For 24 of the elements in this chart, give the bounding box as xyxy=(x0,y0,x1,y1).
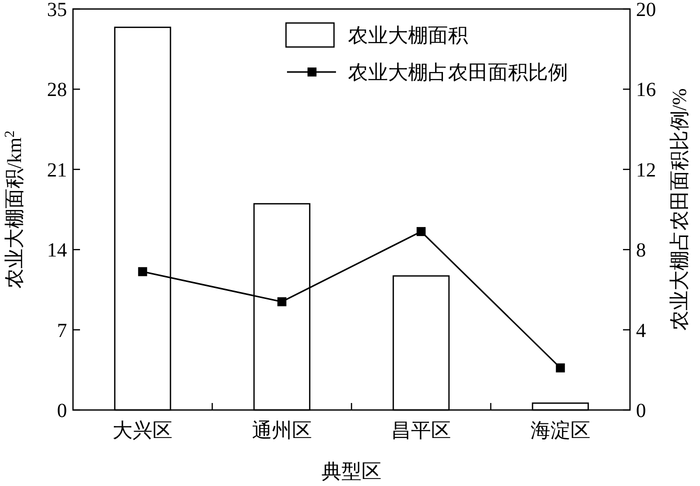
y2-axis-title: 农业大棚占农田面积比例/% xyxy=(669,88,691,331)
x-tick-label: 海淀区 xyxy=(530,420,590,442)
x-tick-label: 昌平区 xyxy=(391,420,452,442)
y2-tick-label: 20 xyxy=(636,0,656,21)
y2-tick-label: 0 xyxy=(636,400,646,422)
y2-tick-label: 8 xyxy=(636,240,646,262)
point xyxy=(138,267,148,276)
point xyxy=(277,297,286,306)
y2-tick-label: 4 xyxy=(636,320,646,342)
y-tick-label: 0 xyxy=(57,400,67,422)
legend-label: 农业大棚占农田面积比例 xyxy=(348,62,568,84)
y-tick-label: 14 xyxy=(47,240,67,262)
y2-tick-label: 12 xyxy=(636,159,656,182)
point xyxy=(556,363,565,372)
x-tick-label: 通州区 xyxy=(252,420,312,442)
y2-tick-label: 16 xyxy=(636,79,656,102)
x-axis-title: 典型区 xyxy=(322,461,382,483)
legend-label: 农业大棚面积 xyxy=(348,25,468,47)
y-tick-label: 28 xyxy=(47,79,67,102)
x-tick-label: 大兴区 xyxy=(112,420,173,442)
y-tick-label: 21 xyxy=(47,159,67,182)
y-tick-label: 35 xyxy=(47,0,67,21)
point xyxy=(416,227,426,236)
y-tick-label: 7 xyxy=(57,320,67,342)
